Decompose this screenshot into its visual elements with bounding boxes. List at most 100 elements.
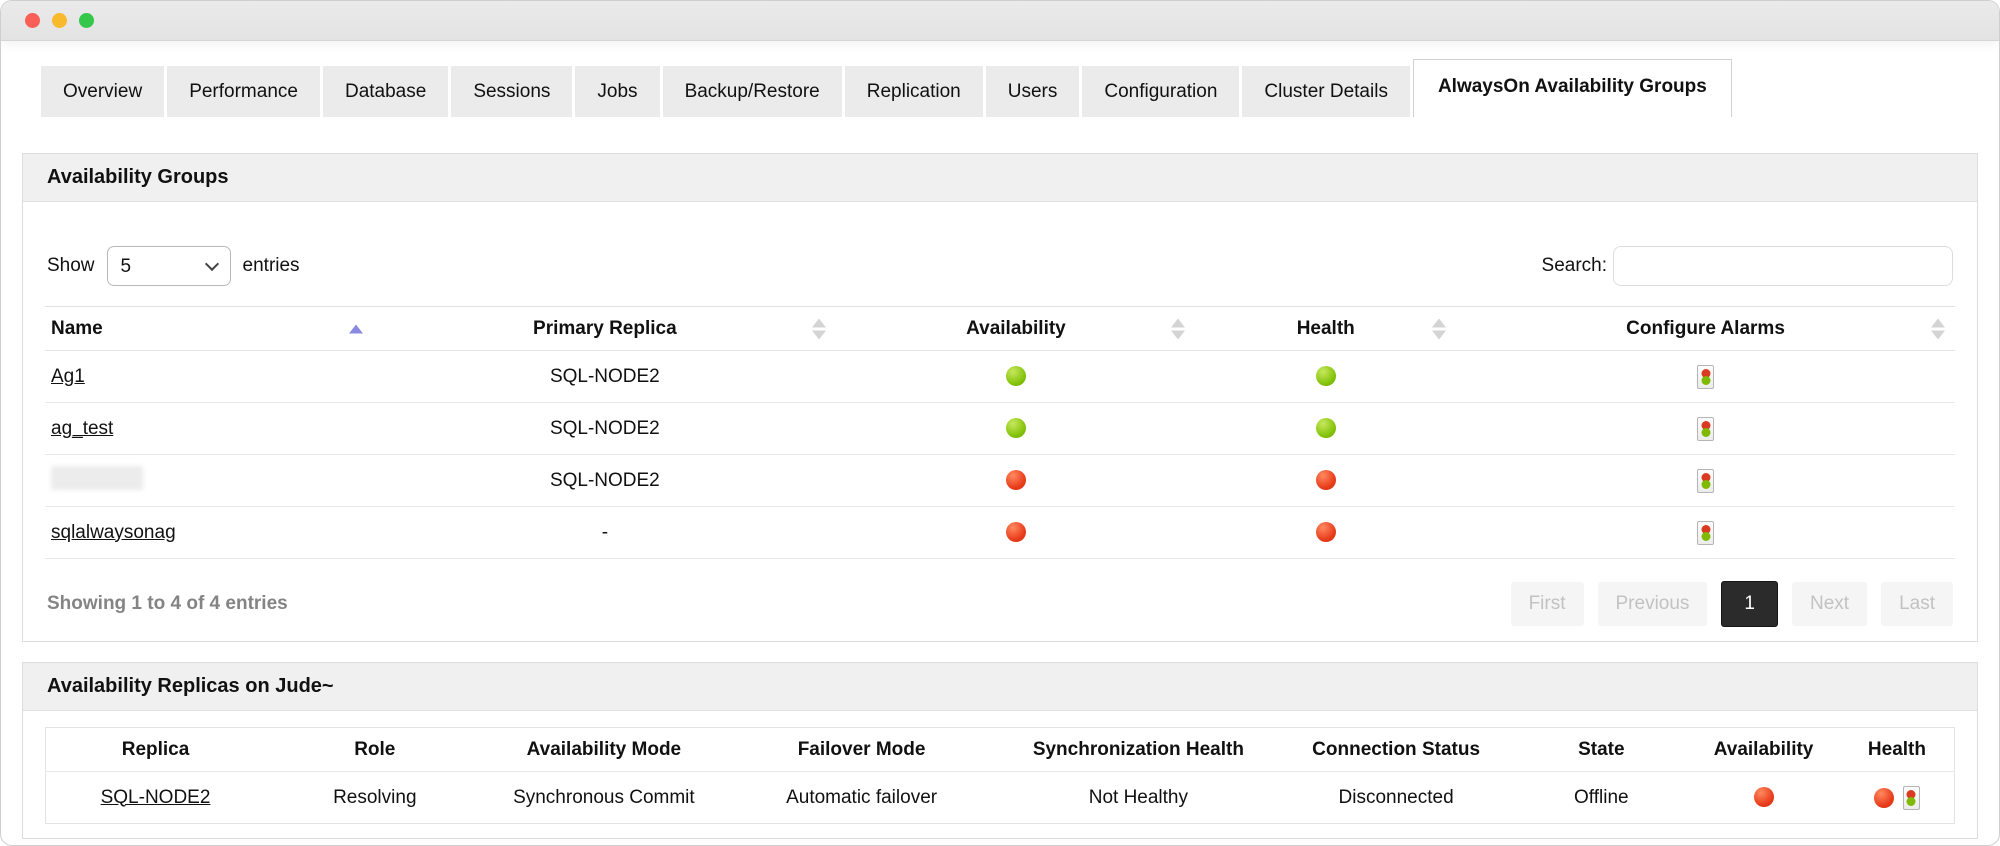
pagination-next[interactable]: Next: [1792, 582, 1868, 626]
search-label: Search:: [1541, 255, 1607, 276]
replica-synchronization-health: Not Healthy: [1088, 786, 1189, 808]
column-header-state: State: [1515, 727, 1688, 772]
tab-users[interactable]: Users: [985, 66, 1080, 117]
availability-groups-panel-body: Show 5 entries Search: Name Primary Repli…: [23, 246, 1977, 641]
tab-overview[interactable]: Overview: [41, 66, 165, 117]
availability-replicas-panel-title: Availability Replicas on Jude~: [23, 663, 1977, 711]
health-status-dot: [1315, 366, 1336, 387]
traffic-light-icon[interactable]: [1697, 416, 1715, 441]
column-header-label: Primary Replica: [533, 317, 677, 339]
traffic-light-icon[interactable]: [1902, 785, 1920, 810]
availability-groups-panel-title: Availability Groups: [23, 154, 1977, 202]
window-close-button[interactable]: [25, 13, 40, 28]
page-size-select-wrap: 5: [106, 246, 231, 286]
table-controls: Show 5 entries Search:: [45, 246, 1955, 286]
table-row: SQL-NODE2 Resolving Synchronous Commit A…: [46, 772, 1955, 824]
column-header-health: Health: [1839, 727, 1955, 772]
table-header-row: Replica Role Availability Mode Failover Mod…: [45, 727, 1955, 772]
window-zoom-button[interactable]: [79, 13, 94, 28]
column-header-replica: Replica: [45, 727, 266, 772]
primary-replica-cell: -: [373, 506, 837, 559]
column-header-availability: Availability: [1687, 727, 1840, 772]
column-header-label: Availability: [966, 317, 1066, 339]
page-size-select[interactable]: 5: [106, 246, 231, 286]
table-row: sqlalwaysonag -: [45, 506, 1955, 559]
primary-replica-cell: SQL-NODE2: [373, 402, 837, 455]
table-footer: Showing 1 to 4 of 4 entries First Previou…: [45, 581, 1955, 627]
health-status-dot: [1315, 470, 1336, 491]
sort-both-icon: [1432, 318, 1447, 339]
window-minimize-button[interactable]: [52, 13, 67, 28]
column-header-label: Configure Alarms: [1626, 317, 1785, 339]
tab-cluster-details[interactable]: Cluster Details: [1242, 66, 1410, 117]
pagination-previous[interactable]: Previous: [1597, 582, 1708, 626]
health-status-dot: [1315, 522, 1336, 543]
column-header-failover-mode: Failover Mode: [723, 727, 1000, 772]
tab-replication[interactable]: Replication: [844, 66, 983, 117]
column-header-synchronization-health: Synchronization Health: [999, 727, 1277, 772]
tab-backup-restore[interactable]: Backup/Restore: [662, 66, 842, 117]
tab-database[interactable]: Database: [322, 66, 449, 117]
replica-role: Resolving: [333, 786, 417, 808]
window-titlebar: [1, 1, 1999, 41]
tab-alwayson-availability-groups[interactable]: AlwaysOn Availability Groups: [1412, 59, 1732, 117]
sort-both-icon: [812, 318, 827, 339]
tab-configuration[interactable]: Configuration: [1082, 66, 1240, 117]
table-row: SQL-NODE2: [45, 454, 1955, 507]
traffic-light-icon[interactable]: [1697, 364, 1715, 389]
column-header-role: Role: [265, 727, 485, 772]
replica-failover-mode: Automatic failover: [786, 786, 938, 808]
availability-replicas-panel-body: Replica Role Availability Mode Failover Mod…: [23, 727, 1977, 838]
replica-state: Offline: [1574, 786, 1629, 808]
table-row: Ag1 SQL-NODE2: [45, 350, 1955, 403]
search-input[interactable]: [1613, 246, 1953, 286]
availability-status-dot: [1753, 787, 1774, 808]
sort-both-icon: [1171, 318, 1186, 339]
search-control: Search:: [1542, 246, 1953, 286]
health-status-dot: [1873, 787, 1894, 808]
replica-availability-mode: Synchronous Commit: [513, 786, 695, 808]
column-header-connection-status: Connection Status: [1276, 727, 1516, 772]
traffic-light-icon[interactable]: [1697, 520, 1715, 545]
group-name-link[interactable]: ag_test: [51, 417, 114, 439]
pagination-last[interactable]: Last: [1881, 582, 1953, 626]
column-header-name[interactable]: Name: [45, 306, 374, 351]
replica-connection-status: Disconnected: [1338, 786, 1454, 808]
tab-performance[interactable]: Performance: [167, 66, 320, 117]
availability-groups-table: Name Primary Replica Availability Health Con…: [45, 306, 1955, 559]
group-name-link[interactable]: sqlalwaysonag: [51, 521, 176, 543]
column-header-primary-replica[interactable]: Primary Replica: [373, 306, 837, 351]
availability-status-dot: [1005, 366, 1026, 387]
sort-asc-icon: [349, 324, 364, 333]
column-header-health[interactable]: Health: [1195, 306, 1457, 351]
availability-replicas-table: Replica Role Availability Mode Failover Mod…: [45, 727, 1955, 824]
redacted-group-name: [51, 465, 143, 490]
group-name-link[interactable]: Ag1: [51, 365, 85, 387]
availability-status-dot: [1005, 470, 1026, 491]
tab-jobs[interactable]: Jobs: [575, 66, 660, 117]
table-header-row: Name Primary Replica Availability Health Con…: [45, 306, 1955, 351]
tab-sessions[interactable]: Sessions: [451, 66, 573, 117]
sort-both-icon: [1931, 318, 1945, 339]
availability-replicas-panel: Availability Replicas on Jude~ Replica Ro…: [22, 662, 1978, 839]
page-size-control: Show 5 entries: [47, 246, 300, 286]
column-header-label: Name: [51, 317, 103, 339]
column-header-label: Health: [1296, 317, 1355, 339]
tab-bar: Overview Performance Database Sessions Jobs B…: [41, 59, 1979, 117]
entries-label: entries: [242, 255, 300, 276]
availability-groups-panel: Availability Groups Show 5 entries Searc…: [22, 153, 1978, 642]
show-label: Show: [47, 255, 95, 276]
primary-replica-cell: SQL-NODE2: [373, 454, 837, 507]
replica-link[interactable]: SQL-NODE2: [100, 786, 211, 808]
health-status-dot: [1315, 418, 1336, 439]
availability-status-dot: [1005, 418, 1026, 439]
availability-status-dot: [1005, 522, 1026, 543]
pagination-1[interactable]: 1: [1721, 581, 1778, 627]
traffic-light-icon[interactable]: [1697, 468, 1715, 493]
pagination-first[interactable]: First: [1510, 582, 1584, 626]
column-header-configure-alarms[interactable]: Configure Alarms: [1456, 306, 1955, 351]
table-row: ag_test SQL-NODE2: [45, 402, 1955, 455]
column-header-availability-mode: Availability Mode: [484, 727, 724, 772]
column-header-availability[interactable]: Availability: [836, 306, 1196, 351]
